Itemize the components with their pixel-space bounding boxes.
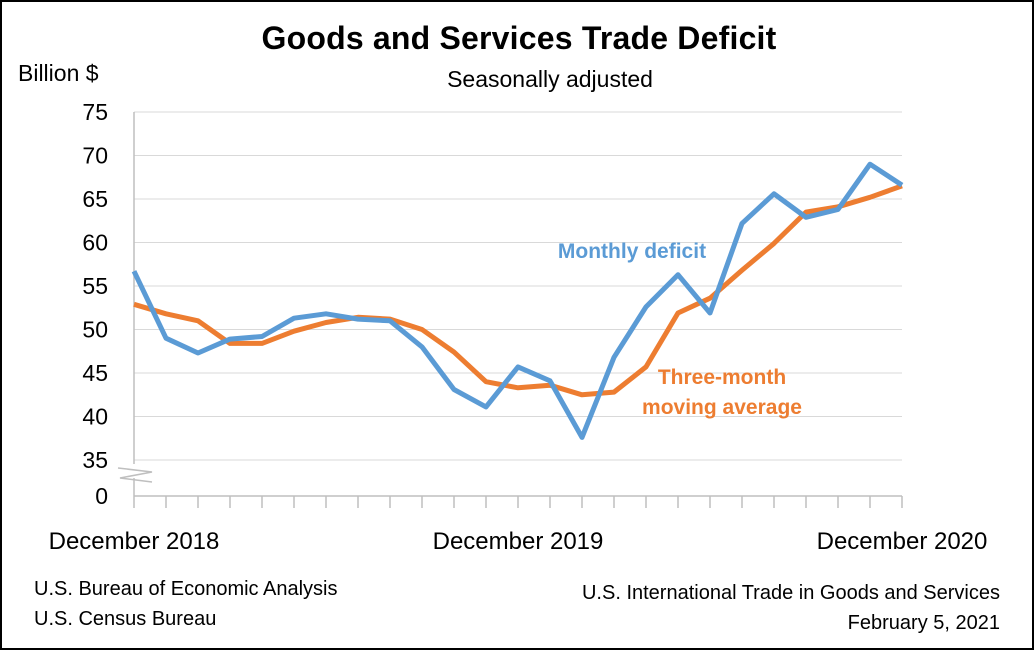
footer-source-line2: U.S. Census Bureau [34, 608, 217, 630]
y-tick-label-40: 40 [82, 404, 108, 430]
annotation-moving-average-line1: Three-month [658, 366, 786, 389]
y-tick-labels: 75 70 65 60 55 50 45 40 35 0 [82, 99, 108, 509]
series-lines [131, 161, 904, 440]
footer-source: U.S. Bureau of Economic Analysis U.S. Ce… [34, 574, 337, 634]
x-tick-labels: December 2018 December 2019 December 2020 [49, 528, 988, 555]
y-tick-label-45: 45 [82, 360, 108, 386]
series-line-three-month-moving-average [133, 183, 903, 398]
x-tick-label-0: December 2018 [49, 528, 220, 555]
footer-release-line2: February 5, 2021 [847, 612, 1000, 634]
x-tick-label-2: December 2020 [817, 528, 988, 555]
y-tick-label-75: 75 [82, 99, 108, 125]
footer-source-line1: U.S. Bureau of Economic Analysis [34, 578, 338, 600]
y-tick-label-35: 35 [82, 447, 108, 473]
x-tick-marks [133, 496, 903, 508]
series-line-monthly-deficit [131, 161, 904, 440]
annotation-moving-average-line2: moving average [642, 396, 802, 419]
annotation-monthly-deficit: Monthly deficit [558, 240, 706, 263]
axes [117, 112, 902, 497]
chart-title: Goods and Services Trade Deficit [261, 20, 777, 56]
y-tick-label-50: 50 [82, 317, 108, 343]
y-axis-label: Billion $ [18, 60, 99, 86]
y-tick-label-65: 65 [82, 186, 108, 212]
chart-subtitle: Seasonally adjusted [447, 66, 653, 92]
y-tick-label-55: 55 [82, 273, 108, 299]
footer-release-line1: U.S. International Trade in Goods and Se… [581, 582, 1000, 604]
y-tick-label-70: 70 [82, 143, 108, 169]
y-tick-label-0: 0 [95, 483, 108, 509]
x-tick-label-1: December 2019 [433, 528, 604, 555]
axis-break-mark [117, 467, 153, 483]
footer-release: U.S. International Trade in Goods and Se… [582, 578, 1000, 638]
y-tick-label-60: 60 [82, 230, 108, 256]
